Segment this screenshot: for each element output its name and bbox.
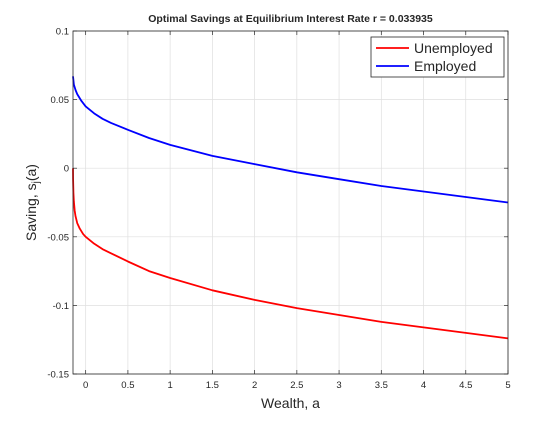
- legend-entry-label: Employed: [414, 58, 476, 74]
- legend: Unemployed Employed: [370, 36, 505, 78]
- y-axis-label-main: Saving, s: [23, 183, 39, 241]
- series-lines: [72, 76, 509, 340]
- x-tick-label: 4.5: [459, 380, 472, 391]
- series-line-unemployed: [72, 168, 509, 340]
- x-tick-label: 1: [167, 380, 172, 391]
- x-tick-label: 2: [252, 380, 257, 391]
- x-tick-label: 0: [83, 380, 88, 391]
- y-tick-label: -0.1: [53, 301, 69, 312]
- y-tick-label: 0: [64, 164, 69, 175]
- legend-box: [370, 36, 505, 78]
- series-line-employed: [72, 76, 509, 204]
- x-tick-label: 4: [421, 380, 426, 391]
- y-tick-label: -0.05: [47, 232, 69, 243]
- y-tick-label: 0.1: [56, 27, 69, 38]
- x-tick-label: 5: [505, 380, 510, 391]
- legend-entry-label: Unemployed: [414, 40, 493, 56]
- x-tick-label: 2.5: [290, 380, 303, 391]
- y-axis-label: Saving, sj(a): [23, 164, 42, 241]
- x-axis-label: Wealth, a: [261, 395, 320, 411]
- y-axis-label-tail: (a): [23, 164, 39, 181]
- y-tick-label: 0.05: [51, 95, 70, 106]
- y-axis-label-subscript: j: [31, 181, 42, 184]
- x-tick-label: 0.5: [121, 380, 134, 391]
- plot-frame: [72, 30, 509, 375]
- x-tick-label: 1.5: [206, 380, 219, 391]
- x-tick-label: 3.5: [375, 380, 388, 391]
- axis-ticks: 0 0.5 1 1.5 2 2.5 3 3.5 4 4.5 5 -0.15 -0.1 -0.05 0 0.05…: [47, 27, 510, 392]
- y-tick-label: -0.15: [47, 370, 69, 381]
- chart-title: Optimal Savings at Equilibrium Interest …: [148, 13, 433, 25]
- x-tick-label: 3: [336, 380, 341, 391]
